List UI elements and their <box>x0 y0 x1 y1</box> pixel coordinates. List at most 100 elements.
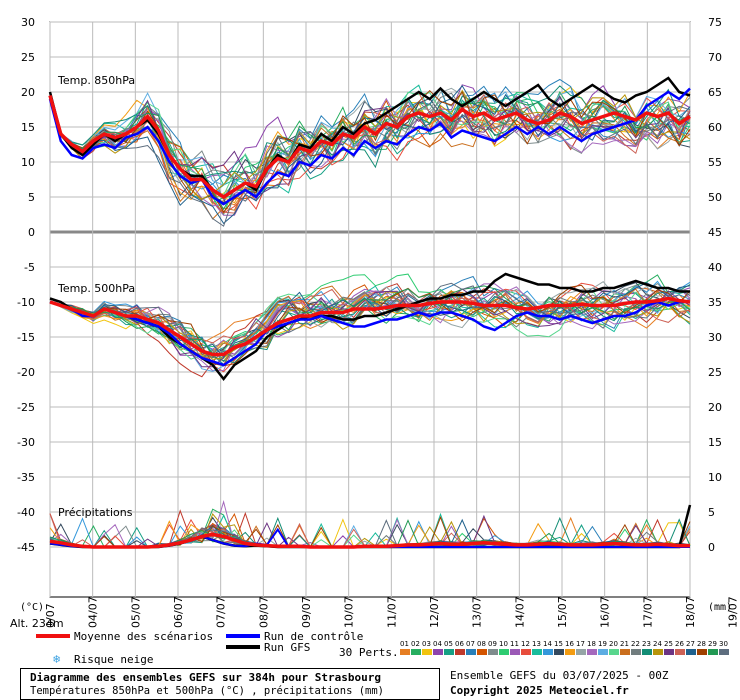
mean-line-850 <box>48 95 691 200</box>
right-tick-label: 0 <box>708 541 715 554</box>
snowflake-icon: ❄ <box>53 652 61 666</box>
member-id-label: 17 <box>576 640 585 648</box>
member-swatch <box>576 649 586 655</box>
left-tick-label: -20 <box>17 366 35 379</box>
member-swatch <box>532 649 542 655</box>
x-date-label: 14/07 <box>513 596 526 628</box>
left-unit: (°C) <box>20 602 44 613</box>
member-swatch <box>433 649 443 655</box>
x-date-label: 05/07 <box>129 596 142 628</box>
left-tick-label: -30 <box>17 436 35 449</box>
member-swatches: 01 02 03 04 05 06 07 08 09 10 11 12 13 14 15 16 17 18 19 20… <box>400 640 729 655</box>
title-box: Diagramme des ensembles GEFS sur 384h po… <box>20 668 440 700</box>
right-tick-label: 20 <box>708 401 722 414</box>
member-id-label: 10 <box>499 640 508 648</box>
chart-subtitle: Températures 850hPa et 500hPa (°C) , pré… <box>30 685 385 697</box>
left-tick-label: -25 <box>17 401 35 414</box>
x-date-label: 13/07 <box>471 596 484 628</box>
member-id-label: 01 <box>400 640 409 648</box>
right-tick-label: 40 <box>708 261 722 274</box>
right-tick-label: 35 <box>708 296 722 309</box>
legend-mean-label: Moyenne des scénarios <box>74 630 214 643</box>
member-id-label: 11 <box>510 640 519 648</box>
member-swatch <box>697 649 707 655</box>
left-tick-label: 15 <box>21 121 35 134</box>
member-id-label: 04 <box>433 640 442 648</box>
member-swatch <box>686 649 696 655</box>
gfs-line-850 <box>48 76 691 199</box>
legend-gfs-label: Run GFS <box>264 641 311 654</box>
member-swatch <box>719 649 729 655</box>
left-tick-label: 5 <box>28 191 35 204</box>
member-swatch <box>598 649 608 655</box>
control-line-500 <box>49 300 690 367</box>
member-line-850 <box>49 95 691 220</box>
member-id-label: 27 <box>686 640 695 648</box>
x-date-label: 11/07 <box>385 596 398 628</box>
member-line-850 <box>49 84 691 225</box>
right-tick-label: 65 <box>708 86 722 99</box>
panel-label-precip: Précipitations <box>58 506 133 519</box>
member-swatch <box>664 649 674 655</box>
copyright: Copyright 2025 Meteociel.fr <box>450 684 629 697</box>
member-swatch <box>653 649 663 655</box>
member-id-label: 20 <box>609 640 618 648</box>
member-swatch <box>488 649 498 655</box>
member-id-label: 12 <box>521 640 530 648</box>
member-swatch <box>422 649 432 655</box>
member-swatch <box>466 649 476 655</box>
right-tick-label: 70 <box>708 51 722 64</box>
member-line-500 <box>49 282 691 359</box>
left-tick-label: -15 <box>17 331 35 344</box>
member-id-label: 29 <box>708 640 717 648</box>
member-swatch <box>587 649 597 655</box>
right-tick-label: 25 <box>708 366 722 379</box>
member-id-label: 08 <box>477 640 486 648</box>
left-tick-label: 30 <box>21 16 35 29</box>
x-date-label: 10/07 <box>343 596 356 628</box>
chart-axes: 302520151050-5-10-15-20-25-30-35-40-4575… <box>17 16 740 628</box>
member-swatch <box>444 649 454 655</box>
x-date-label: 16/07 <box>599 596 612 628</box>
x-date-label: 07/07 <box>215 596 228 628</box>
member-swatch <box>543 649 553 655</box>
x-date-label: 06/07 <box>172 596 185 628</box>
left-tick-label: 25 <box>21 51 35 64</box>
member-id-label: 24 <box>653 640 662 648</box>
member-swatch <box>455 649 465 655</box>
member-id-label: 23 <box>642 640 651 648</box>
panel-label-t850: Temp. 850hPa <box>57 74 135 87</box>
member-swatch <box>510 649 520 655</box>
left-tick-label: -5 <box>24 261 35 274</box>
member-id-label: 03 <box>422 640 431 648</box>
member-swatch <box>609 649 619 655</box>
member-id-label: 09 <box>488 640 497 648</box>
x-date-label: 18/07 <box>684 596 697 628</box>
legend-control-swatch <box>226 634 260 638</box>
run-info: Ensemble GEFS du 03/07/2025 - 00Z <box>450 669 669 682</box>
right-tick-label: 60 <box>708 121 722 134</box>
x-date-label: 09/07 <box>300 596 313 628</box>
member-swatch <box>400 649 410 655</box>
member-line-850 <box>49 90 691 201</box>
right-tick-label: 50 <box>708 191 722 204</box>
member-swatch <box>708 649 718 655</box>
right-unit: (mm) <box>708 602 732 613</box>
right-tick-label: 55 <box>708 156 722 169</box>
member-id-label: 06 <box>455 640 464 648</box>
member-id-label: 07 <box>466 640 475 648</box>
legend-control-label: Run de contrôle <box>264 630 364 643</box>
member-swatch <box>477 649 487 655</box>
x-date-label: 0/07 <box>44 603 57 628</box>
member-swatch <box>411 649 421 655</box>
member-swatch <box>499 649 509 655</box>
member-swatch <box>565 649 575 655</box>
left-tick-label: 20 <box>21 86 35 99</box>
member-swatch <box>642 649 652 655</box>
member-swatch <box>521 649 531 655</box>
right-tick-label: 30 <box>708 331 722 344</box>
legend-mean-swatch <box>36 634 70 638</box>
member-id-label: 22 <box>631 640 640 648</box>
member-id-label: 26 <box>675 640 684 648</box>
